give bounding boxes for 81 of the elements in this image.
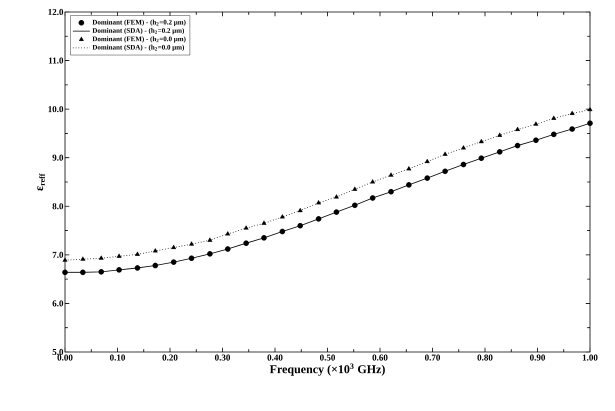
- point: [442, 168, 448, 174]
- point: [370, 195, 376, 201]
- point: [280, 214, 285, 218]
- x-tick-label: 0.20: [162, 354, 178, 361]
- point: [152, 262, 158, 268]
- x-tick-label: 0.00: [57, 354, 73, 361]
- y-tick-label: 10.0: [48, 106, 64, 112]
- point: [62, 270, 68, 276]
- y-tick-label: 5.0: [52, 348, 64, 356]
- y-tick-label: 9.0: [52, 154, 64, 161]
- point: [116, 254, 122, 258]
- y-axis-title: ε$_{reff}$: [37, 173, 45, 191]
- point: [170, 259, 176, 265]
- point: [352, 202, 358, 208]
- y-tick-label: 11.0: [48, 58, 64, 64]
- point: [207, 251, 213, 257]
- x-tick-label: 0.10: [110, 354, 126, 361]
- point: [334, 194, 339, 199]
- point: [207, 237, 212, 242]
- point: [587, 120, 593, 126]
- x-tick-label: 0.70: [424, 354, 440, 361]
- point: [80, 270, 86, 276]
- point: [551, 116, 556, 120]
- x-axis-title: Frequency (×10$^{3}$ GHz): [270, 363, 385, 376]
- x-tick-label: 0.60: [372, 354, 388, 361]
- point: [442, 152, 448, 156]
- point: [570, 110, 575, 116]
- point: [406, 182, 412, 188]
- point: [388, 172, 394, 177]
- point: [388, 188, 394, 195]
- point: [533, 137, 539, 144]
- point: [316, 200, 322, 204]
- point: [189, 241, 194, 246]
- point: [298, 208, 303, 212]
- point: [370, 179, 376, 184]
- y-tick-label: 7.0: [52, 252, 64, 258]
- point: [62, 257, 68, 262]
- point: [478, 155, 484, 161]
- point: [460, 162, 466, 168]
- point: [533, 121, 538, 126]
- point: [424, 158, 430, 164]
- point: [515, 126, 520, 132]
- point: [262, 220, 266, 225]
- point: [478, 138, 484, 144]
- x-tick-label: 0.80: [477, 354, 493, 361]
- x-tick-label: 0.40: [267, 354, 283, 361]
- point: [406, 166, 412, 170]
- point: [116, 267, 122, 273]
- point: [225, 231, 230, 236]
- point: [98, 269, 104, 275]
- point: [152, 248, 158, 252]
- x-tick-label: 0.90: [530, 354, 546, 361]
- point: [514, 142, 520, 148]
- x-tick-label: 1.00: [582, 354, 598, 361]
- point: [550, 132, 557, 138]
- point: [569, 126, 575, 132]
- point: [588, 106, 592, 112]
- point: [334, 209, 340, 215]
- point: [497, 132, 502, 137]
- point: [224, 246, 231, 252]
- point: [280, 228, 286, 234]
- point: [261, 235, 267, 241]
- point: [496, 149, 502, 155]
- point: [424, 175, 430, 181]
- point: [461, 145, 466, 150]
- point: [98, 255, 104, 260]
- point: [352, 186, 358, 191]
- point: [188, 255, 194, 262]
- point: [243, 240, 249, 246]
- point: [80, 256, 86, 261]
- point: [316, 216, 322, 222]
- point: [135, 252, 140, 256]
- point: [134, 265, 140, 271]
- x-tick-label: 0.50: [320, 354, 336, 361]
- point: [244, 225, 249, 230]
- x-tick-label: 0.30: [214, 354, 230, 361]
- y-tick-label: 12.0: [48, 8, 64, 16]
- point: [297, 222, 304, 229]
- point: [171, 244, 176, 250]
- y-tick-label: 6.0: [52, 300, 64, 306]
- y-tick-label: 8.0: [52, 203, 64, 210]
